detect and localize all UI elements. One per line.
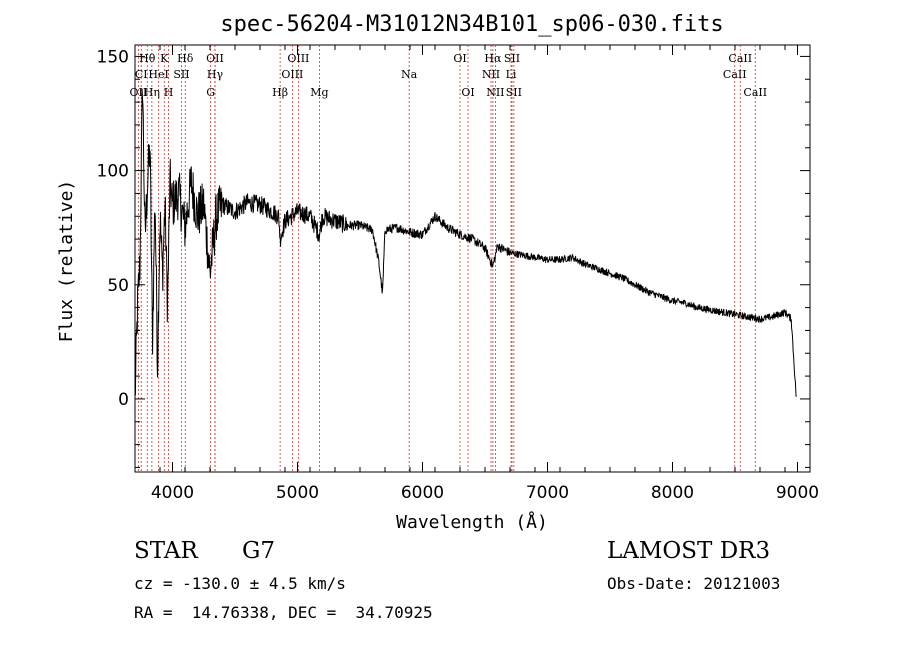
x-tick-label: 9000 — [776, 483, 819, 503]
x-axis-label: Wavelength (Å) — [396, 511, 548, 533]
y-tick-label: 0 — [118, 390, 129, 410]
spectral-line-label: SII — [173, 68, 189, 81]
chart-title: spec-56204-M31012N34B101_sp06-030.fits — [220, 12, 723, 37]
line-markers — [137, 45, 756, 472]
spectral-line-label: Mg — [310, 86, 328, 99]
y-tick-label: 150 — [97, 47, 129, 67]
spectral-line-label: Hθ — [139, 52, 156, 65]
spectral-line-label: Na — [401, 68, 418, 81]
x-tick-label: 5000 — [276, 483, 319, 503]
spectral-line-label: NII — [482, 68, 500, 81]
redshift-value: cz = -130.0 ± 4.5 km/s — [134, 574, 346, 593]
spectral-line-label: CaII — [743, 86, 767, 99]
spectral-line-label: CaII — [728, 52, 752, 65]
object-subclass: G7 — [242, 538, 276, 564]
spectral-line-label: Hδ — [177, 52, 194, 65]
y-tick-label: 100 — [97, 162, 129, 182]
x-tick-label: 6000 — [401, 483, 444, 503]
x-tick-label: 4000 — [151, 483, 194, 503]
spectral-line-label: OI — [461, 86, 474, 99]
x-tick-label: 8000 — [651, 483, 694, 503]
coordinates: RA = 14.76338, DEC = 34.70925 — [134, 603, 433, 622]
spectral-line-label: OII — [206, 52, 224, 65]
spectral-line-label: Hη — [144, 86, 160, 99]
spectrum-series — [134, 88, 797, 397]
x-tick-label: 7000 — [526, 483, 569, 503]
survey-name: LAMOST DR3 — [607, 538, 771, 564]
spectral-line-label: OIII — [287, 52, 309, 65]
spectral-line-label: K — [160, 52, 169, 65]
y-axis-label: Flux (relative) — [56, 180, 77, 343]
spectral-line-label: CI — [135, 68, 148, 81]
spectral-line-label: SII — [504, 52, 520, 65]
x-axis-ticks: 4000 5000 6000 7000 8000 9000 — [134, 45, 819, 503]
spectral-line-label: Hγ — [207, 68, 224, 81]
spectral-line-label: Hβ — [272, 86, 288, 99]
y-tick-label: 50 — [107, 276, 129, 296]
spectral-line-label: HeI — [148, 68, 168, 81]
object-type: STAR — [134, 538, 198, 564]
spectral-line-label: Hα — [484, 52, 502, 65]
spectral-line-label: SII — [506, 86, 522, 99]
spectral-line-label: NII — [486, 86, 504, 99]
obs-date: Obs-Date: 20121003 — [607, 574, 781, 593]
plot-frame — [134, 44, 811, 473]
spectral-line-label: H — [164, 86, 174, 99]
spectral-line-label: G — [206, 86, 215, 99]
y-axis-ticks: 0 50 100 150 — [97, 47, 810, 468]
spectral-line-label: OIII — [281, 68, 303, 81]
spectral-line-label: OI — [453, 52, 466, 65]
spectral-line-label: Li — [506, 68, 517, 81]
spectral-line-label: CaII — [723, 68, 747, 81]
